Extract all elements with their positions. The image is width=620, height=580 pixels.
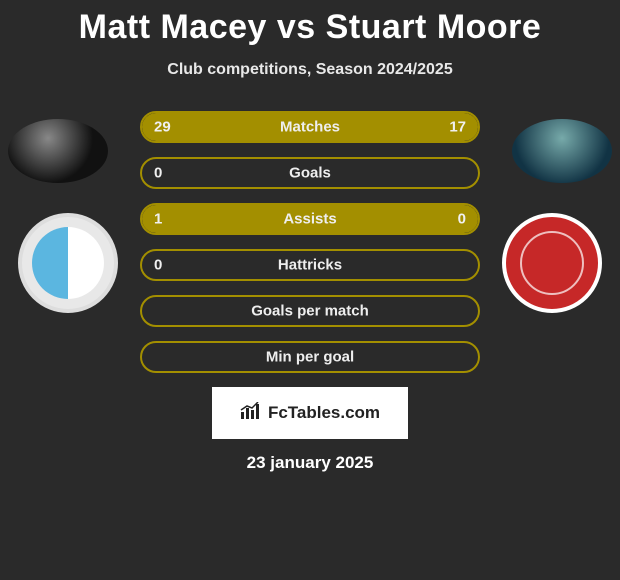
stat-row: 1 0 Assists [140, 203, 480, 235]
subtitle: Club competitions, Season 2024/2025 [0, 61, 620, 79]
stat-value-left: 0 [154, 257, 162, 274]
stat-row: 0 Goals [140, 157, 480, 189]
content: 29 17 Matches 0 Goals 1 0 Assists 0 Hattricks Goal… [0, 111, 620, 473]
date-text: 23 january 2025 [10, 453, 610, 473]
club-badge-right [502, 213, 602, 313]
stat-value-right: 0 [458, 211, 466, 228]
stat-value-right: 17 [449, 119, 466, 136]
club-badge-left [18, 213, 118, 313]
stat-row: Goals per match [140, 295, 480, 327]
stat-label: Goals [289, 165, 331, 182]
stat-label: Goals per match [251, 303, 369, 320]
stat-row: 29 17 Matches [140, 111, 480, 143]
stat-label: Min per goal [266, 349, 354, 366]
chart-icon [240, 402, 262, 425]
stat-label: Matches [280, 119, 340, 136]
stats-list: 29 17 Matches 0 Goals 1 0 Assists 0 Hattricks Goal… [140, 111, 480, 373]
stat-value-left: 1 [154, 211, 162, 228]
source-logo-text: FcTables.com [268, 403, 380, 423]
source-logo: FcTables.com [212, 387, 408, 439]
stat-value-left: 29 [154, 119, 171, 136]
stat-value-left: 0 [154, 165, 162, 182]
stat-fill-left [142, 205, 411, 233]
stat-row: Min per goal [140, 341, 480, 373]
stat-label: Hattricks [278, 257, 342, 274]
player-avatar-right [512, 119, 612, 183]
header: Matt Macey vs Stuart Moore Club competit… [0, 0, 620, 79]
stat-row: 0 Hattricks [140, 249, 480, 281]
stat-fill-right [411, 205, 478, 233]
page-title: Matt Macey vs Stuart Moore [0, 8, 620, 47]
stat-label: Assists [283, 211, 336, 228]
player-avatar-left [8, 119, 108, 183]
